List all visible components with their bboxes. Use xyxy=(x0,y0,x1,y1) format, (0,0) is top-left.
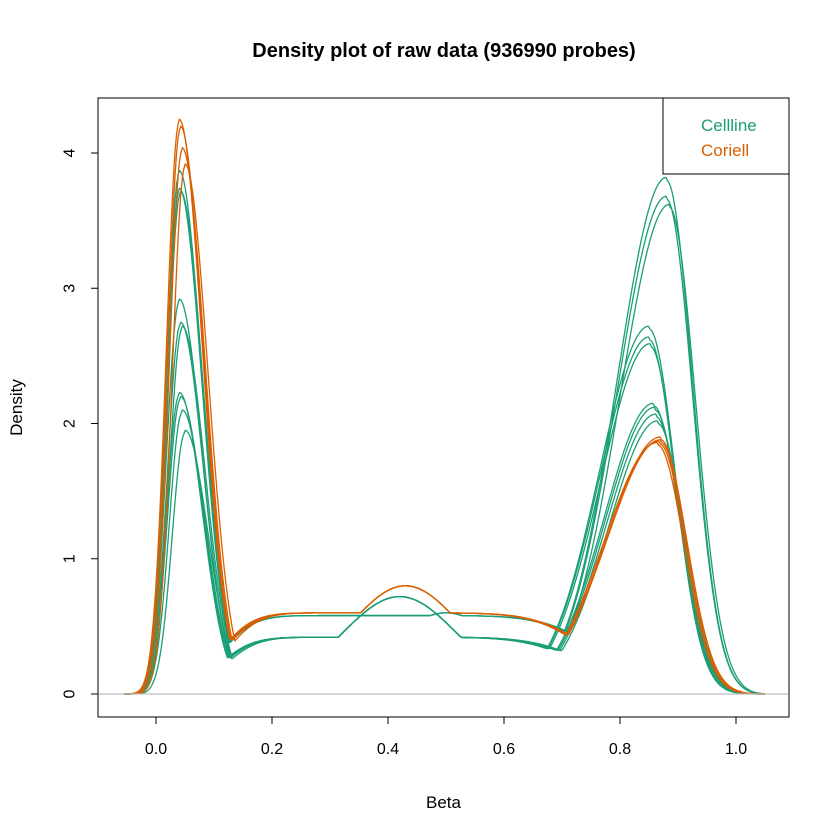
x-tick-label: 1.0 xyxy=(725,741,747,758)
density-line-cellline-8 xyxy=(124,395,766,695)
density-line-cellline-4 xyxy=(124,298,765,695)
density-line-cellline-7 xyxy=(124,391,765,695)
x-tick-label: 0.0 xyxy=(145,741,167,758)
y-tick-label: 4 xyxy=(62,148,79,157)
x-tick-label: 0.4 xyxy=(377,741,399,758)
legend-entry-coriell: Coriell xyxy=(701,141,749,160)
density-line-cellline-5 xyxy=(124,321,765,695)
y-tick-label: 1 xyxy=(62,554,79,563)
density-line-coriell-14 xyxy=(124,163,766,695)
series-layer xyxy=(124,118,766,695)
legend-box xyxy=(662,97,790,175)
density-line-cellline-10 xyxy=(124,420,766,695)
plot-frame xyxy=(97,97,790,718)
y-tick-label: 0 xyxy=(62,689,79,698)
y-axis: 0 1 2 3 4 xyxy=(62,148,99,698)
x-axis: 0.0 0.2 0.4 0.6 0.8 1.0 xyxy=(145,716,747,758)
x-tick-label: 0.6 xyxy=(493,741,515,758)
legend-entry-cellline: Cellline xyxy=(701,116,757,135)
y-tick-label: 3 xyxy=(62,284,79,293)
legend: Cellline Coriell xyxy=(662,97,790,175)
chart-title: Density plot of raw data (936990 probes) xyxy=(252,40,635,62)
x-axis-label: Beta xyxy=(426,793,462,812)
x-tick-label: 0.8 xyxy=(609,741,631,758)
y-tick-label: 2 xyxy=(62,419,79,428)
density-line-cellline-3 xyxy=(124,190,766,695)
density-line-cellline-6 xyxy=(124,325,765,695)
y-axis-label: Density xyxy=(7,379,26,436)
x-tick-label: 0.2 xyxy=(261,741,283,758)
